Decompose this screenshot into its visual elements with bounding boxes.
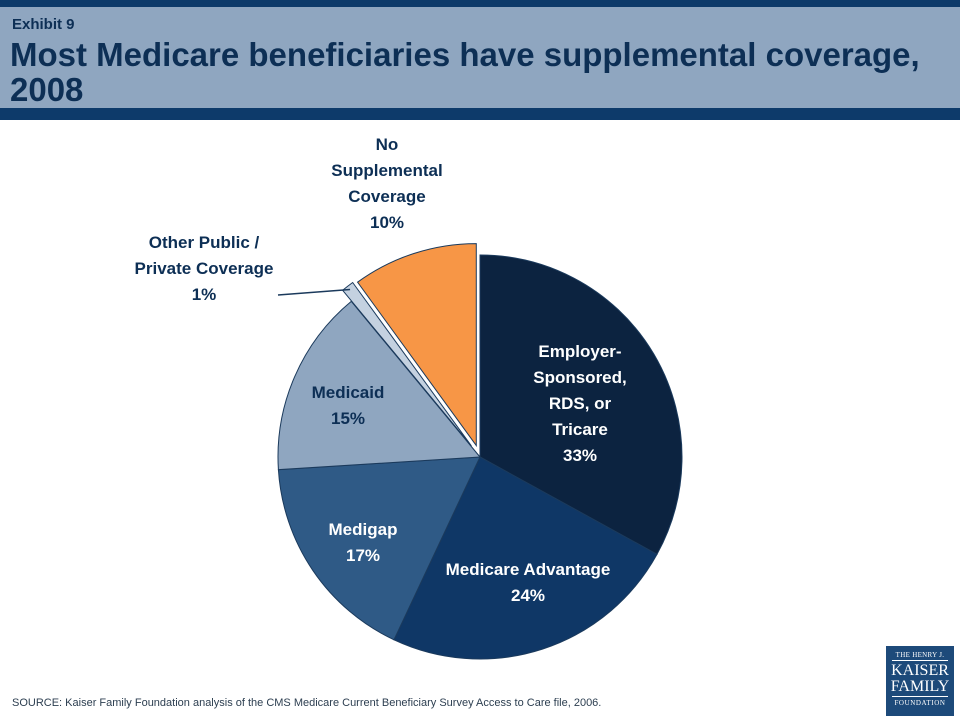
pie-slice — [277, 456, 481, 641]
kff-logo: THE HENRY J. KAISER FAMILY FOUNDATION — [886, 646, 954, 716]
slice-label-line: Employer- — [538, 342, 621, 361]
slide-title: Most Medicare beneficiaries have supplem… — [10, 36, 920, 108]
slice-label: Employer- Sponsored, RDS, or Tricare 33% — [533, 342, 627, 465]
top-accent-bar — [0, 0, 960, 7]
logo-line-2: KAISER — [891, 662, 949, 679]
slice-label-line: Medigap — [329, 520, 398, 539]
slice-value-label: 1% — [192, 285, 217, 304]
slice-label-line: Tricare — [552, 420, 608, 439]
slice-label: Other Public / Private Coverage 1% — [135, 233, 274, 304]
logo-line-3: FAMILY — [890, 678, 950, 695]
pie-slice — [393, 456, 658, 660]
pie-slice — [479, 254, 683, 555]
slice-label: Medigap 17% — [329, 520, 398, 565]
slice-label-line: Sponsored, — [533, 368, 627, 387]
pie-slice — [356, 243, 477, 448]
slice-label: Medicare Advantage 24% — [446, 560, 611, 605]
slice-value-label: 33% — [563, 446, 597, 465]
slice-label: No Supplemental Coverage 10% — [331, 135, 442, 232]
logo-line-4: FOUNDATION — [894, 699, 946, 707]
slide-header: Exhibit 9 Most Medicare beneficiaries ha… — [0, 7, 960, 108]
header-divider — [0, 108, 960, 120]
slice-label: Medicaid 15% — [312, 383, 385, 428]
slice-label-line: Coverage — [348, 187, 425, 206]
slice-value-label: 10% — [370, 213, 404, 232]
slice-label-line: Medicaid — [312, 383, 385, 402]
slice-label-line: RDS, or — [549, 394, 612, 413]
slice-value-label: 24% — [511, 586, 545, 605]
slice-value-label: 15% — [331, 409, 365, 428]
logo-rule — [892, 660, 948, 661]
exhibit-number: Exhibit 9 — [12, 16, 75, 33]
logo-line-1: THE HENRY J. — [895, 651, 945, 659]
pie-slice — [277, 300, 482, 471]
slice-label-line: Other Public / — [149, 233, 260, 252]
slice-label-line: No — [376, 135, 399, 154]
slice-value-label: 17% — [346, 546, 380, 565]
source-note: SOURCE: Kaiser Family Foundation analysi… — [12, 697, 602, 709]
slice-label-line: Private Coverage — [135, 259, 274, 278]
logo-rule — [892, 696, 948, 697]
pie-chart: Employer- Sponsored, RDS, or Tricare 33% Medi… — [135, 135, 683, 660]
slice-label-line: Supplemental — [331, 161, 442, 180]
leader-line — [277, 288, 351, 296]
slice-label-line: Medicare Advantage — [446, 560, 611, 579]
